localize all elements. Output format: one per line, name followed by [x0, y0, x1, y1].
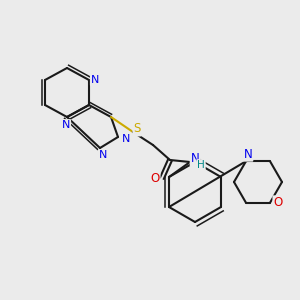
Text: N: N — [122, 134, 130, 144]
Text: N: N — [190, 152, 200, 166]
Text: H: H — [197, 160, 205, 170]
Text: N: N — [99, 150, 107, 160]
Text: O: O — [273, 196, 283, 209]
Text: S: S — [133, 122, 141, 136]
Text: N: N — [62, 120, 70, 130]
Text: N: N — [91, 75, 99, 85]
Text: N: N — [244, 148, 252, 161]
Text: O: O — [150, 172, 160, 185]
